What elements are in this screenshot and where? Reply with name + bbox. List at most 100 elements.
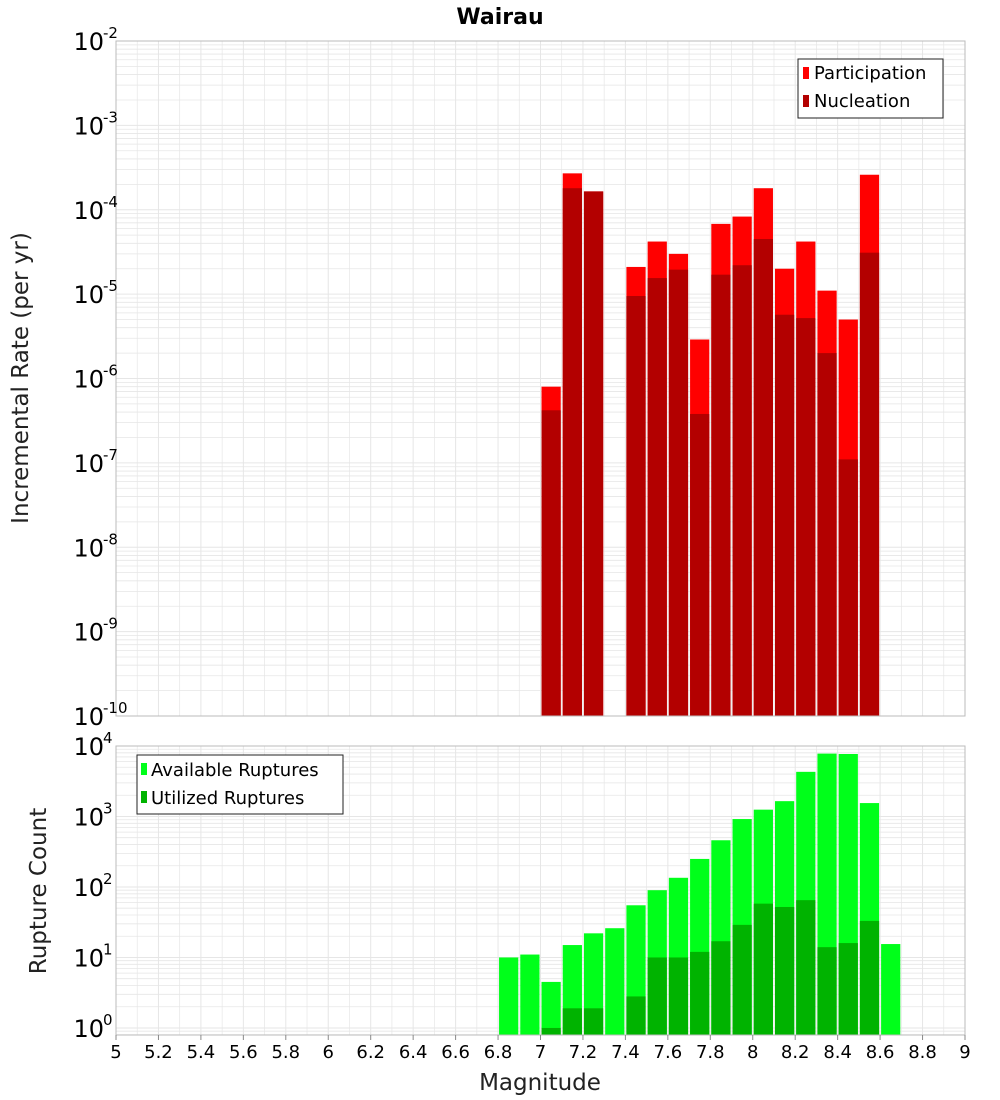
x-tick-label: 7 (535, 1042, 546, 1063)
utilized-ruptures-bar (817, 947, 837, 1035)
y-tick-label-exponent: 2 (103, 870, 113, 888)
y-tick-label-exponent: 3 (103, 799, 113, 817)
x-tick-label: 7.6 (654, 1042, 683, 1063)
y-tick-label-exponent: 4 (103, 729, 113, 747)
upper-bars (541, 173, 880, 717)
x-axis-ticks: 5 5.2 5.4 5.6 5.8 6 6.2 6.4 6.6 6.8 7 7.2 7.4 7.6 7.8 8… (110, 1035, 971, 1063)
y-tick-label-base: 10 (73, 944, 104, 972)
y-tick-label-exponent: -10 (103, 699, 128, 717)
nucleation-bar (711, 274, 731, 716)
y-tick-label-exponent: -2 (103, 24, 118, 42)
x-tick-label: 9 (959, 1042, 970, 1063)
x-tick-label: 6.2 (356, 1042, 385, 1063)
available-ruptures-bar (520, 954, 540, 1035)
y-tick-label-base: 10 (73, 874, 104, 902)
utilized-ruptures-bar (541, 1027, 561, 1035)
x-tick-label: 8.6 (866, 1042, 895, 1063)
x-tick-label: 6 (323, 1042, 334, 1063)
nucleation-bar (753, 239, 773, 716)
x-tick-label: 5.8 (271, 1042, 300, 1063)
y-tick-label-base: 10 (73, 703, 104, 731)
upper-gridlines (115, 40, 966, 717)
legend-label-participation: Participation (814, 63, 926, 84)
x-tick-label: 8.2 (781, 1042, 810, 1063)
y-tick-label-base: 10 (73, 1015, 104, 1043)
y-tick-label-exponent: -9 (103, 615, 118, 633)
utilized-ruptures-bar (796, 900, 816, 1035)
nucleation-bar (626, 296, 646, 716)
y-tick-label-base: 10 (73, 281, 104, 309)
y-tick-label-base: 10 (73, 619, 104, 647)
x-tick-label: 8.8 (908, 1042, 937, 1063)
x-tick-label: 5.6 (229, 1042, 258, 1063)
y-tick-label-base: 10 (73, 112, 104, 140)
utilized-ruptures-bar (774, 906, 795, 1035)
nucleation-bar (583, 191, 604, 717)
nucleation-bar (562, 188, 582, 717)
legend-swatch-utilized (141, 791, 147, 803)
x-tick-label: 5.2 (144, 1042, 173, 1063)
nucleation-bar (647, 278, 667, 716)
y-tick-label-base: 10 (73, 197, 104, 225)
y-tick-label-exponent: -6 (103, 362, 118, 380)
available-ruptures-bar (881, 944, 901, 1035)
y-tick-label-exponent: 1 (103, 940, 113, 958)
available-ruptures-bar (605, 928, 625, 1035)
utilized-ruptures-bar (626, 996, 646, 1035)
utilized-ruptures-bar (668, 957, 689, 1035)
lower-legend: Available Ruptures Utilized Ruptures (136, 754, 344, 815)
legend-swatch-participation (803, 67, 809, 79)
y-tick-label-base: 10 (73, 28, 104, 56)
x-tick-label: 7.8 (696, 1042, 725, 1063)
x-tick-label: 6.6 (441, 1042, 470, 1063)
legend-label-available: Available Ruptures (151, 760, 319, 781)
utilized-ruptures-bar (690, 951, 710, 1035)
x-tick-label: 5 (110, 1042, 121, 1063)
y-tick-label-base: 10 (73, 733, 104, 761)
legend-label-nucleation: Nucleation (814, 91, 910, 112)
upper-legend: Participation Nucleation (797, 58, 944, 119)
y-tick-label-base: 10 (73, 803, 104, 831)
available-ruptures-bar (541, 981, 561, 1035)
lower-y-axis-label: Rupture Count (26, 808, 52, 974)
y-tick-label-exponent: -8 (103, 530, 118, 548)
upper-y-axis-label: Incremental Rate (per yr) (8, 232, 34, 524)
x-tick-label: 8.4 (823, 1042, 852, 1063)
lower-bars (499, 753, 901, 1035)
nucleation-bar (838, 459, 858, 716)
upper-plot-frame (115, 40, 966, 717)
utilized-ruptures-bar (711, 941, 731, 1035)
nucleation-bar (732, 265, 752, 716)
y-tick-label-exponent: 0 (103, 1011, 113, 1029)
upper-y-ticks: 10-210-310-410-510-610-710-810-910-10 (73, 24, 127, 731)
x-tick-label: 7.4 (611, 1042, 640, 1063)
chart-title: Wairau (456, 5, 543, 30)
lower-legend-box (136, 754, 344, 815)
x-tick-label: 6.4 (399, 1042, 428, 1063)
nucleation-bar (796, 318, 816, 716)
y-tick-label-exponent: -4 (103, 193, 118, 211)
legend-label-utilized: Utilized Ruptures (151, 788, 304, 809)
x-tick-label: 8 (747, 1042, 758, 1063)
x-axis-label: Magnitude (479, 1070, 601, 1096)
y-tick-label-base: 10 (73, 534, 104, 562)
upper-legend-box (797, 58, 944, 119)
nucleation-bar (541, 410, 561, 716)
utilized-ruptures-bar (732, 924, 752, 1035)
utilized-ruptures-bar (647, 957, 667, 1035)
available-ruptures-bar (499, 957, 519, 1035)
nucleation-bar (774, 314, 795, 716)
y-tick-label-exponent: -3 (103, 108, 118, 126)
x-tick-label: 6.8 (484, 1042, 513, 1063)
legend-swatch-nucleation (803, 95, 809, 107)
utilized-ruptures-bar (859, 920, 880, 1035)
nucleation-bar (690, 413, 710, 716)
x-tick-label: 5.4 (187, 1042, 216, 1063)
nucleation-bar (668, 269, 689, 716)
nucleation-bar (817, 353, 837, 716)
utilized-ruptures-bar (838, 943, 858, 1035)
utilized-ruptures-bar (583, 1008, 604, 1035)
legend-swatch-available (141, 763, 147, 775)
